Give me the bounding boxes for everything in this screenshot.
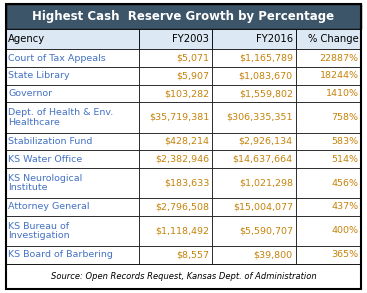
Bar — [212, 150, 296, 168]
Bar — [139, 85, 212, 102]
Text: $1,559,802: $1,559,802 — [239, 89, 293, 98]
Text: $183,633: $183,633 — [164, 178, 209, 188]
Bar — [212, 132, 296, 150]
Text: $39,800: $39,800 — [254, 250, 293, 259]
Text: $103,282: $103,282 — [164, 89, 209, 98]
Text: $5,907: $5,907 — [176, 71, 209, 80]
Bar — [6, 85, 139, 102]
Text: 583%: 583% — [331, 137, 359, 146]
Bar — [212, 49, 296, 67]
Text: % Change: % Change — [308, 34, 359, 44]
Bar — [296, 29, 361, 49]
Text: 758%: 758% — [332, 113, 359, 122]
Text: $428,214: $428,214 — [164, 137, 209, 146]
Text: $35,719,381: $35,719,381 — [149, 113, 209, 122]
Bar — [296, 150, 361, 168]
Bar — [6, 198, 139, 216]
Text: $2,382,946: $2,382,946 — [155, 155, 209, 163]
Text: 1410%: 1410% — [326, 89, 359, 98]
Bar — [212, 102, 296, 132]
Bar — [212, 216, 296, 246]
Bar — [139, 168, 212, 198]
Text: Agency: Agency — [8, 34, 46, 44]
Bar — [6, 67, 139, 85]
Text: $15,004,077: $15,004,077 — [233, 202, 293, 212]
Bar — [296, 168, 361, 198]
Text: KS Bureau of: KS Bureau of — [8, 222, 69, 231]
Text: FY2016: FY2016 — [256, 34, 293, 44]
Bar — [139, 102, 212, 132]
Bar — [6, 168, 139, 198]
Text: KS Board of Barbering: KS Board of Barbering — [8, 250, 113, 259]
Bar — [6, 264, 361, 289]
Text: 400%: 400% — [332, 226, 359, 235]
Bar — [296, 67, 361, 85]
Bar — [296, 198, 361, 216]
Text: 437%: 437% — [331, 202, 359, 212]
Text: $1,083,670: $1,083,670 — [239, 71, 293, 80]
Bar — [296, 85, 361, 102]
Bar — [296, 216, 361, 246]
Bar — [212, 198, 296, 216]
Text: Highest Cash  Reserve Growth by Percentage: Highest Cash Reserve Growth by Percentag… — [32, 10, 335, 23]
Bar — [139, 150, 212, 168]
Bar — [212, 246, 296, 264]
Bar — [212, 67, 296, 85]
Text: 22887%: 22887% — [320, 54, 359, 63]
Bar — [6, 216, 139, 246]
Text: KS Water Office: KS Water Office — [8, 155, 83, 163]
Bar — [296, 102, 361, 132]
Text: $1,021,298: $1,021,298 — [239, 178, 293, 188]
Bar — [6, 150, 139, 168]
Bar — [6, 29, 139, 49]
Bar — [6, 132, 139, 150]
Bar — [139, 29, 212, 49]
Text: Governor: Governor — [8, 89, 52, 98]
Text: 18244%: 18244% — [320, 71, 359, 80]
Bar — [139, 67, 212, 85]
Text: $14,637,664: $14,637,664 — [233, 155, 293, 163]
Bar — [6, 246, 139, 264]
Bar — [6, 4, 361, 29]
Text: KS Neurological: KS Neurological — [8, 174, 83, 183]
Bar — [139, 216, 212, 246]
Text: $306,335,351: $306,335,351 — [226, 113, 293, 122]
Text: $5,590,707: $5,590,707 — [239, 226, 293, 235]
Text: $5,071: $5,071 — [176, 54, 209, 63]
Text: 365%: 365% — [331, 250, 359, 259]
Text: Court of Tax Appeals: Court of Tax Appeals — [8, 54, 106, 63]
Bar — [212, 168, 296, 198]
Bar — [139, 246, 212, 264]
Bar — [139, 198, 212, 216]
Text: FY2003: FY2003 — [172, 34, 209, 44]
Bar — [139, 49, 212, 67]
Text: Attorney General: Attorney General — [8, 202, 90, 212]
Bar — [6, 49, 139, 67]
Text: State Library: State Library — [8, 71, 70, 80]
Text: Source: Open Records Request, Kansas Dept. of Administration: Source: Open Records Request, Kansas Dep… — [51, 272, 316, 281]
Bar — [296, 49, 361, 67]
Text: $2,926,134: $2,926,134 — [239, 137, 293, 146]
Bar — [296, 246, 361, 264]
Text: 456%: 456% — [332, 178, 359, 188]
Bar — [6, 102, 139, 132]
Bar — [139, 132, 212, 150]
Bar — [212, 85, 296, 102]
Text: 514%: 514% — [332, 155, 359, 163]
Text: Healthcare: Healthcare — [8, 117, 60, 127]
Text: Institute: Institute — [8, 183, 48, 192]
Text: $1,165,789: $1,165,789 — [239, 54, 293, 63]
Text: $1,118,492: $1,118,492 — [155, 226, 209, 235]
Bar — [212, 29, 296, 49]
Text: Investigation: Investigation — [8, 231, 70, 240]
Text: $2,796,508: $2,796,508 — [155, 202, 209, 212]
Text: Dept. of Health & Env.: Dept. of Health & Env. — [8, 108, 114, 117]
Text: Stabilization Fund: Stabilization Fund — [8, 137, 93, 146]
Bar — [296, 132, 361, 150]
Text: $8,557: $8,557 — [176, 250, 209, 259]
